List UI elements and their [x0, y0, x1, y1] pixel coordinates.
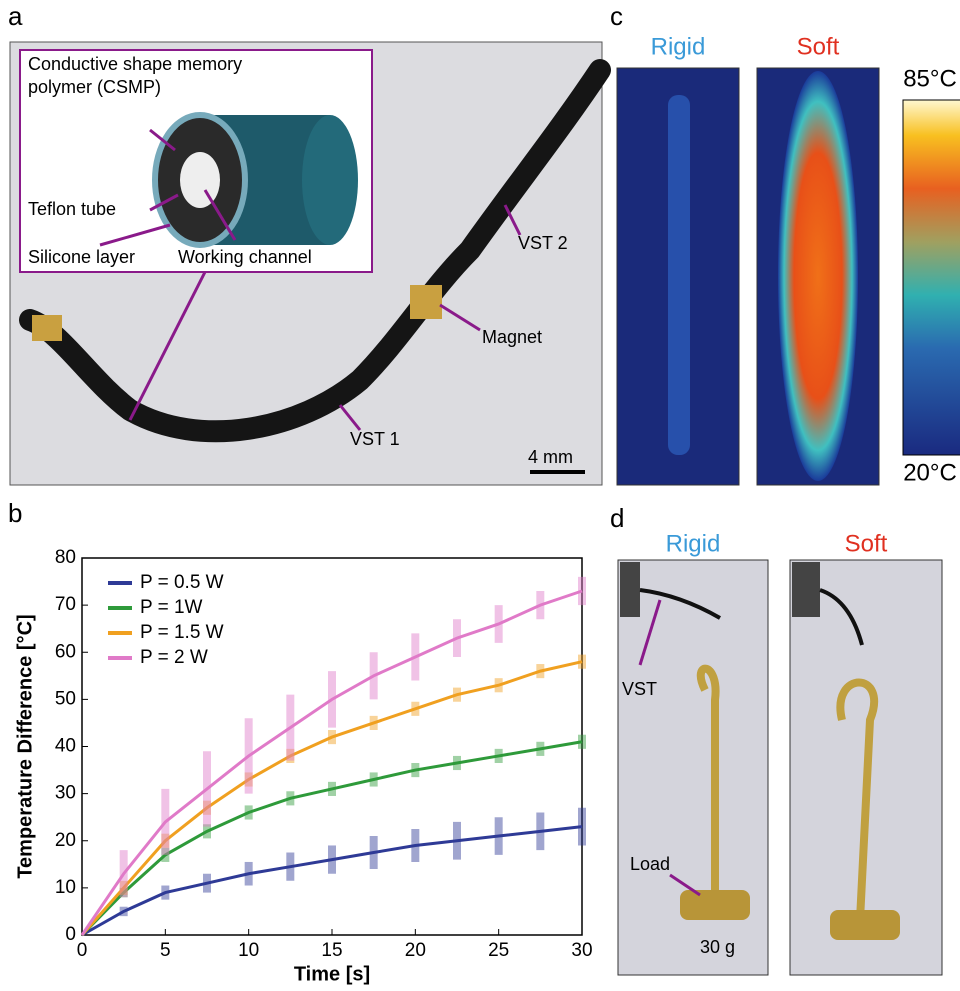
y-tick-label: 20: [55, 830, 76, 851]
label: Load: [630, 854, 670, 874]
y-tick-label: 70: [55, 594, 76, 615]
x-axis-title: Time [s]: [294, 963, 370, 985]
label: VST 2: [518, 233, 568, 253]
y-tick-label: 40: [55, 736, 76, 757]
label: Silicone layer: [28, 247, 135, 267]
legend-label: P = 2 W: [140, 647, 208, 668]
clamp: [792, 562, 820, 617]
panel-letter: a: [8, 1, 23, 31]
label: Magnet: [482, 327, 542, 347]
line-chart: 0 5 10 15 20 25 30 0 10 20 30 40 50 60 70 80 Time [s] Tem…: [14, 547, 592, 985]
weight: [680, 890, 750, 920]
label: Soft: [797, 33, 840, 60]
cylinder-end: [302, 115, 358, 245]
y-axis-title: Temperature Difference [°C]: [14, 614, 36, 878]
panel-letter: b: [8, 498, 22, 528]
magnet: [410, 285, 442, 319]
figure: a Conductive shape memory polymer (CSMP)…: [0, 0, 960, 986]
x-tick-label: 15: [321, 940, 342, 961]
series-line: [82, 827, 582, 935]
x-tick-label: 30: [571, 940, 592, 961]
panel-letter: c: [610, 1, 623, 31]
label: polymer (CSMP): [28, 77, 161, 97]
weight: [830, 910, 900, 940]
x-tick-label: 0: [77, 940, 88, 961]
x-tick-label: 25: [488, 940, 509, 961]
x-tick-label: 10: [238, 940, 259, 961]
y-tick-label: 10: [55, 877, 76, 898]
clamp: [620, 562, 640, 617]
legend-label: P = 1W: [140, 597, 203, 618]
label: Working channel: [178, 247, 312, 267]
legend-label: P = 0.5 W: [140, 572, 224, 593]
magnet: [32, 315, 62, 341]
label: Soft: [845, 530, 888, 557]
channel: [180, 152, 220, 208]
label: Rigid: [666, 530, 721, 557]
y-tick-label: 50: [55, 688, 76, 709]
series-line: [82, 742, 582, 935]
colorbar-label: 20°C: [903, 459, 957, 486]
label: VST: [622, 679, 657, 699]
legend-label: P = 1.5 W: [140, 622, 224, 643]
y-tick-label: 0: [65, 924, 76, 945]
y-tick-label: 30: [55, 783, 76, 804]
label: Teflon tube: [28, 199, 116, 219]
label: Rigid: [651, 33, 706, 60]
label: 30 g: [700, 937, 735, 957]
x-tick-label: 20: [405, 940, 426, 961]
x-tick-label: 5: [160, 940, 171, 961]
y-tick-label: 80: [55, 547, 76, 568]
panel-letter: d: [610, 503, 624, 533]
thermal-trace: [668, 95, 690, 455]
y-tick-label: 60: [55, 641, 76, 662]
label: Conductive shape memory: [28, 54, 242, 74]
thermal-trace: [778, 71, 858, 481]
scale-label: 4 mm: [528, 447, 573, 467]
label: VST 1: [350, 429, 400, 449]
colorbar: [903, 100, 960, 455]
colorbar-label: 85°C: [903, 65, 957, 92]
